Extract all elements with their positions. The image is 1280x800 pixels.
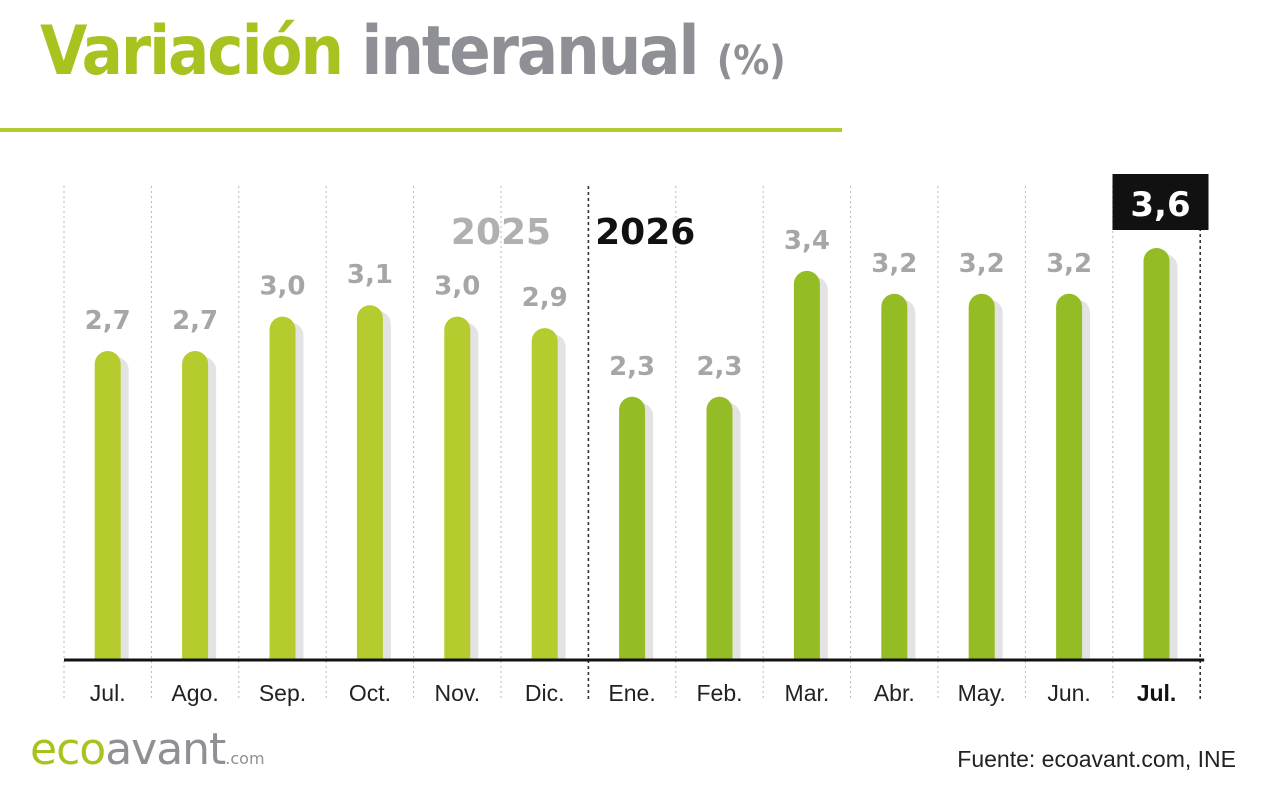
bar-value-label: 2,9 [522,283,568,313]
bar [793,270,820,660]
bar [182,351,209,660]
highlight-value-box [1112,174,1209,230]
bar-value-label: 3,2 [871,249,917,279]
bar-value-label: 2,7 [85,306,131,336]
bar-value-label: 2,3 [696,352,742,382]
bar [444,316,471,660]
x-tick-label: Nov. [435,680,481,706]
year-label: 2026 [595,212,695,253]
logo-avant: avant [105,724,226,775]
bar [531,328,558,660]
title-part-interanual: interanual [361,12,699,91]
title-part-percent: (%) [716,38,786,84]
bar [968,293,995,660]
bar [706,396,733,660]
bar-chart: 2,7 Jul. 2,7 Ago. 3,0 Sep. 3,1 Oct. 3,0 Nov. 2,9 Di… [63,174,1209,706]
x-tick-label: Jul. [90,680,126,706]
bar [1056,293,1083,660]
bar-value-label: 3,6 [1130,185,1190,225]
logo-eco: eco [30,724,106,775]
year-label: 2025 [451,212,551,253]
ecoavant-logo[interactable]: ecoavant.com [30,728,265,772]
bar-value-label: 3,2 [1046,249,1092,279]
bar [269,316,296,660]
x-tick-label: Dic. [525,680,565,706]
bar-value-label: 2,7 [172,306,218,336]
x-tick-label: Jul. [1137,680,1177,706]
chart-title: Variación interanual (%) [40,18,786,86]
bar-value-label: 3,0 [434,272,480,302]
x-tick-label: Ago. [171,680,218,706]
x-tick-label: Sep. [259,680,306,706]
bar-value-label: 2,3 [609,352,655,382]
bar-value-label: 3,2 [959,249,1005,279]
x-tick-label: Feb. [696,680,742,706]
bar-value-label: 3,4 [784,226,830,256]
x-tick-label: Abr. [874,680,915,706]
logo-tld: .com [225,749,265,768]
x-tick-label: Jun. [1047,680,1090,706]
bar [1143,248,1170,660]
title-part-variacion: Variación [40,12,344,91]
x-tick-label: Mar. [785,680,830,706]
x-tick-label: Oct. [349,680,391,706]
bar-value-label: 3,0 [259,272,305,302]
bar-value-label: 3,1 [347,260,393,290]
bar [356,305,383,660]
bar [94,351,121,660]
x-tick-label: Ene. [608,680,655,706]
x-tick-label: May. [958,680,1006,706]
bar [619,396,646,660]
source-note: Fuente: ecoavant.com, INE [957,746,1236,772]
bar [881,293,908,660]
title-underline [0,128,842,132]
